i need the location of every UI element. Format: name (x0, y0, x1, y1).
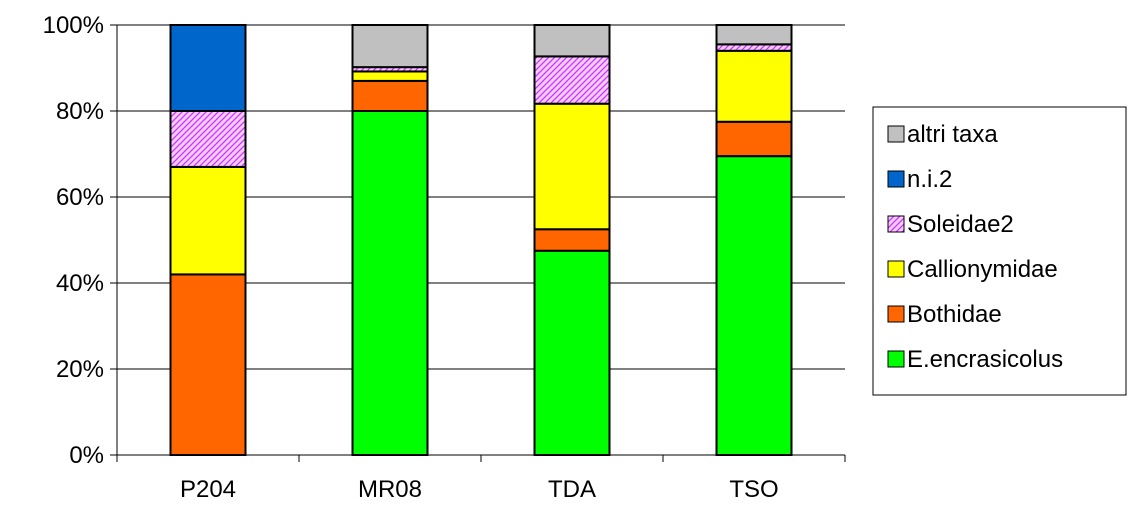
y-tick-label: 0% (69, 442, 104, 469)
legend-item-bothidae: Bothidae (887, 301, 1002, 328)
legend-box (872, 106, 1127, 396)
y-tick-label: 100% (43, 12, 104, 39)
bar-stack-p204 (169, 24, 247, 456)
y-tick-label: 40% (56, 270, 104, 297)
bar-segment-bothidae (715, 120, 793, 158)
legend-swatch (887, 260, 905, 278)
bar-stack-tda (533, 24, 611, 456)
legend-label: n.i.2 (907, 166, 952, 193)
legend-label: E.encrasicolus (907, 346, 1063, 373)
bar-segment-bothidae (169, 273, 247, 456)
legend-item-n-i-2: n.i.2 (887, 166, 952, 193)
legend-label: Soleidae2 (907, 211, 1014, 238)
y-tick-label: 80% (56, 98, 104, 125)
y-tick-label: 20% (56, 356, 104, 383)
bar-segment-callionymidae (351, 70, 429, 82)
x-tick-label: MR08 (358, 476, 422, 503)
bar-segment-n-i-2 (169, 24, 247, 112)
legend: altri taxa n.i.2 Soleidae2 Callionymidae Bot… (872, 106, 1127, 396)
bar-segment-soleidae2 (533, 55, 611, 105)
legend-swatch (887, 305, 905, 323)
bar-stack-tso (715, 24, 793, 456)
bar-segment-altri-taxa (715, 24, 793, 46)
bar-segment-e-encrasicolus (351, 110, 429, 456)
legend-label: altri taxa (907, 121, 998, 148)
bars (169, 24, 793, 456)
y-tick-label: 60% (56, 184, 104, 211)
bar-segment-bothidae (533, 228, 611, 252)
legend-swatch (887, 170, 905, 188)
bar-segment-e-encrasicolus (715, 155, 793, 456)
legend-item-callionymidae: Callionymidae (887, 256, 1058, 283)
bar-segment-bothidae (351, 79, 429, 113)
bar-segment-callionymidae (533, 102, 611, 231)
legend-item-e-encrasicolus: E.encrasicolus (887, 346, 1063, 373)
bar-segment-callionymidae (715, 49, 793, 123)
legend-label: Bothidae (907, 301, 1002, 328)
x-tick-label: TSO (729, 476, 778, 503)
bar-segment-soleidae2 (169, 110, 247, 168)
x-tick-label: P204 (180, 476, 236, 503)
bar-stack-mr08 (351, 24, 429, 456)
bar-segment-altri-taxa (533, 24, 611, 58)
legend-swatch (887, 215, 905, 233)
legend-item-altri-taxa: altri taxa (887, 121, 998, 148)
legend-swatch (887, 125, 905, 143)
legend-label: Callionymidae (907, 256, 1058, 283)
axes: 0% 20% 40% 60% 80% 100% P204 MR08 TDA TSO (43, 12, 846, 503)
x-tick-label: TDA (548, 476, 596, 503)
legend-item-soleidae2: Soleidae2 (887, 211, 1014, 238)
bar-segment-callionymidae (169, 165, 247, 276)
legend-swatch (887, 350, 905, 368)
bar-segment-e-encrasicolus (533, 249, 611, 456)
bar-segment-altri-taxa (351, 24, 429, 69)
